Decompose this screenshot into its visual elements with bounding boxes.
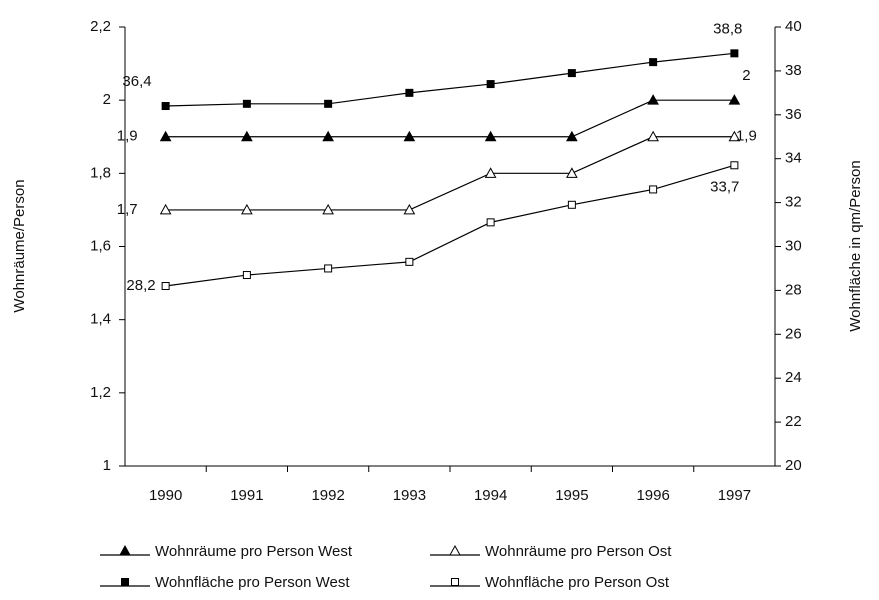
- legend-marker: [449, 544, 461, 556]
- data-point: [728, 130, 741, 142]
- data-point: [730, 49, 739, 58]
- y2-tick-label: 32: [785, 194, 802, 211]
- y-tick-label: 1: [103, 457, 111, 474]
- data-label: 2: [742, 67, 750, 84]
- data-point: [241, 203, 253, 215]
- data-point: [566, 130, 578, 142]
- data-point: [484, 130, 497, 142]
- x-tick-label: 1997: [718, 487, 751, 504]
- data-point: [484, 167, 497, 178]
- data-point: [403, 203, 416, 215]
- series-line: [165, 136, 735, 211]
- data-point: [159, 203, 172, 215]
- y2-tick-label: 24: [785, 369, 802, 386]
- y2-tick-label: 20: [785, 457, 802, 474]
- data-point: [405, 88, 414, 97]
- data-point: [241, 130, 253, 142]
- y-axis-title: Wohnräume/Person: [11, 179, 28, 312]
- y-tick-label: 1,2: [90, 384, 111, 401]
- data-point: [242, 99, 251, 108]
- series-line: [165, 52, 735, 107]
- data-label: 28,2: [126, 277, 155, 294]
- data-point: [647, 94, 659, 105]
- x-tick-label: 1994: [474, 487, 507, 504]
- data-label: 33,7: [710, 178, 739, 195]
- data-point: [567, 69, 576, 78]
- data-label: 1,9: [736, 128, 757, 145]
- data-point: [324, 99, 333, 108]
- series-line: [165, 99, 735, 138]
- x-tick-label: 1995: [555, 487, 588, 504]
- y2-tick-label: 28: [785, 281, 802, 298]
- data-label: 36,4: [122, 73, 151, 90]
- legend-marker: [119, 544, 131, 556]
- y-tick-label: 1,8: [90, 164, 111, 181]
- y-tick-label: 2,2: [90, 18, 111, 35]
- data-point: [649, 58, 658, 67]
- data-point: [161, 282, 170, 291]
- x-tick-label: 1993: [393, 487, 426, 504]
- data-point: [486, 218, 495, 227]
- data-point: [649, 185, 658, 194]
- data-point: [324, 264, 333, 273]
- y2-tick-label: 36: [785, 106, 802, 123]
- data-point: [730, 161, 739, 170]
- y2-tick-label: 30: [785, 237, 802, 254]
- y-tick-label: 1,6: [90, 237, 111, 254]
- legend-label: Wohnräume pro Person West: [155, 543, 353, 560]
- y2-tick-label: 22: [785, 413, 802, 430]
- data-point: [728, 94, 741, 105]
- y2-tick-label: 40: [785, 18, 802, 35]
- data-point: [161, 102, 170, 111]
- legend-label: Wohnräume pro Person Ost: [485, 543, 672, 560]
- x-tick-label: 1991: [230, 487, 263, 504]
- legend-marker: [121, 578, 129, 586]
- data-point: [405, 257, 414, 266]
- data-label: 1,7: [117, 201, 138, 218]
- y2-tick-label: 34: [785, 150, 802, 167]
- data-point: [567, 200, 576, 209]
- y-tick-label: 2: [103, 91, 111, 108]
- data-point: [566, 167, 578, 178]
- data-point: [403, 130, 416, 142]
- x-tick-label: 1992: [311, 487, 344, 504]
- y2-tick-label: 38: [785, 62, 802, 79]
- legend-label: Wohnfläche pro Person Ost: [485, 574, 670, 591]
- legend-label: Wohnfläche pro Person West: [155, 574, 350, 591]
- data-point: [322, 203, 334, 215]
- data-point: [322, 130, 334, 142]
- series-line: [165, 164, 735, 287]
- data-point: [242, 271, 251, 280]
- data-point: [486, 80, 495, 89]
- data-point: [159, 130, 172, 142]
- y2-axis-title: Wohnfläche in qm/Person: [847, 160, 864, 331]
- y-tick-label: 1,4: [90, 311, 111, 328]
- y2-tick-label: 26: [785, 325, 802, 342]
- data-label: 38,8: [713, 20, 742, 37]
- x-tick-label: 1996: [636, 487, 669, 504]
- data-point: [647, 130, 659, 142]
- data-label: 1,9: [117, 128, 138, 145]
- x-tick-label: 1990: [149, 487, 182, 504]
- legend-marker: [451, 578, 459, 586]
